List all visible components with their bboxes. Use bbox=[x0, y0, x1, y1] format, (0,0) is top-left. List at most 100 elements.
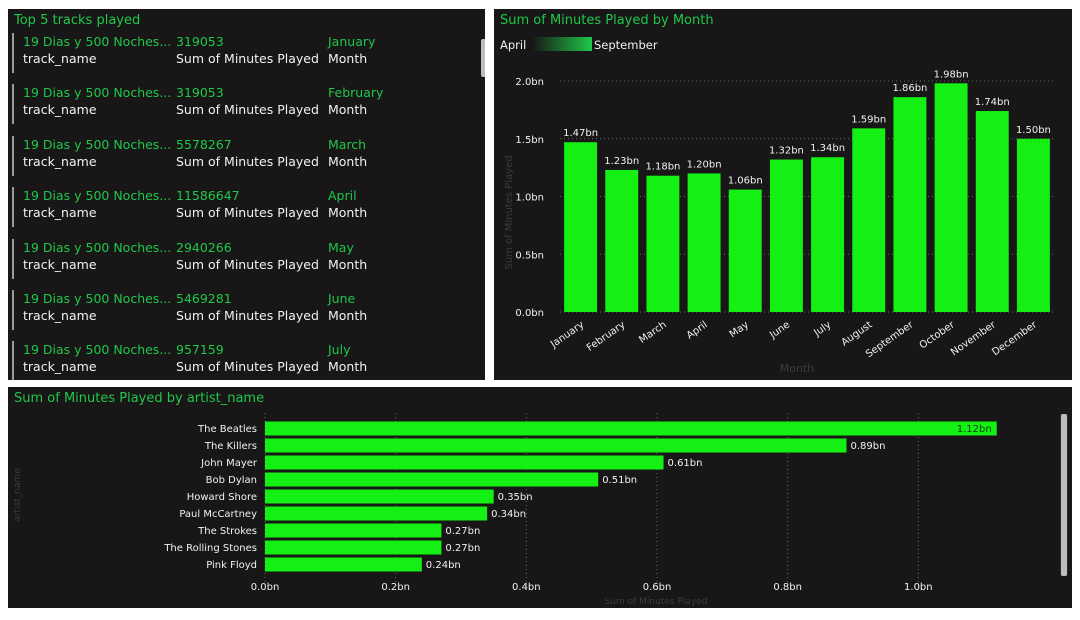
y-tick-label: Howard Shore bbox=[187, 492, 257, 503]
month-value: January bbox=[328, 34, 376, 49]
list-item[interactable]: 19 Dias y 500 Noches... 2940266 May track_n… bbox=[12, 237, 472, 288]
y-tick-label: Pink Floyd bbox=[206, 560, 257, 571]
x-tick-label: 0.0bn bbox=[251, 582, 280, 593]
y-tick-label: 2.0bn bbox=[515, 77, 544, 88]
bar bbox=[811, 157, 845, 312]
chart-title: Sum of Minutes Played by artist_name bbox=[14, 391, 265, 406]
y-axis-title: artist_name bbox=[13, 468, 23, 522]
panel-title: Top 5 tracks played bbox=[14, 13, 141, 28]
row-accent-bar bbox=[12, 238, 14, 279]
bar bbox=[852, 128, 886, 312]
x-axis-title: Sum of Minutes Played bbox=[605, 597, 708, 607]
bar bbox=[265, 455, 664, 470]
list-item[interactable]: 19 Dias y 500 Noches... 11586647 April trac… bbox=[12, 185, 472, 236]
list-item[interactable]: 19 Dias y 500 Noches... 957159 July track_n… bbox=[12, 339, 472, 380]
data-label: 1.12bn bbox=[957, 424, 992, 435]
track-name-label: track_name bbox=[23, 51, 97, 66]
y-axis-title: Sum of Minutes Played bbox=[504, 155, 515, 269]
month-label: Month bbox=[328, 256, 368, 272]
data-label: 1.50bn bbox=[1016, 125, 1051, 136]
month-value: February bbox=[328, 85, 384, 101]
track-name-value: 19 Dias y 500 Noches... bbox=[23, 34, 172, 49]
legend-label-end: September bbox=[594, 38, 658, 52]
bar bbox=[265, 540, 442, 555]
minutes-label: Sum of Minutes Played bbox=[176, 359, 319, 375]
track-name-label: track_name bbox=[23, 307, 97, 323]
minutes-label: Sum of Minutes Played bbox=[176, 51, 319, 66]
data-label: 1.34bn bbox=[810, 143, 845, 154]
bar bbox=[975, 111, 1009, 312]
minutes-value: 2940266 bbox=[176, 239, 232, 255]
data-label: 1.86bn bbox=[892, 83, 927, 94]
bar bbox=[934, 83, 968, 312]
x-tick-label: April bbox=[685, 319, 710, 341]
y-tick-label: 0.5bn bbox=[515, 250, 544, 261]
month-label: Month bbox=[328, 153, 368, 169]
x-axis-title: Month bbox=[780, 362, 815, 375]
month-label: Month bbox=[328, 205, 368, 221]
x-tick-label: 1.0bn bbox=[904, 582, 933, 593]
minutes-label: Sum of Minutes Played bbox=[176, 256, 319, 272]
data-label: 0.61bn bbox=[668, 458, 703, 469]
data-label: 0.89bn bbox=[850, 441, 885, 452]
x-tick-label: 0.6bn bbox=[643, 582, 672, 593]
data-label: 0.51bn bbox=[602, 475, 637, 486]
x-tick-label: August bbox=[839, 319, 874, 348]
list-item[interactable]: 19 Dias y 500 Noches... 5469281 June track_… bbox=[12, 288, 472, 339]
chart-title: Sum of Minutes Played by Month bbox=[500, 13, 714, 28]
track-name-label: track_name bbox=[23, 359, 97, 375]
minutes-value: 5469281 bbox=[176, 290, 232, 306]
y-tick-label: The Strokes bbox=[197, 526, 257, 537]
vertical-scrollbar[interactable] bbox=[481, 39, 485, 77]
row-accent-bar bbox=[12, 135, 14, 176]
y-tick-label: 0.0bn bbox=[515, 308, 544, 319]
minutes-label: Sum of Minutes Played bbox=[176, 102, 319, 118]
track-name-value: 19 Dias y 500 Noches... bbox=[23, 136, 172, 152]
bar bbox=[265, 438, 847, 453]
month-value: July bbox=[328, 342, 351, 358]
monthly-chart-panel: Sum of Minutes Played by Month April Sep… bbox=[494, 9, 1072, 380]
data-label: 1.23bn bbox=[604, 156, 639, 167]
bar bbox=[1016, 138, 1050, 312]
tracks-card-list[interactable]: 19 Dias y 500 Noches... 319053 January trac… bbox=[12, 31, 472, 380]
y-tick-label: The Killers bbox=[204, 441, 257, 452]
row-accent-bar bbox=[12, 187, 14, 228]
track-name-value: 19 Dias y 500 Noches... bbox=[23, 188, 172, 204]
month-label: Month bbox=[328, 359, 368, 375]
track-name-label: track_name bbox=[23, 256, 97, 272]
artist-chart[interactable]: 0.0bn 0.2bn 0.4bn 0.6bn 0.8bn 1.0bn The Beatle… bbox=[8, 387, 1072, 608]
minutes-label: Sum of Minutes Played bbox=[176, 153, 319, 169]
bar bbox=[687, 173, 721, 312]
list-item[interactable]: 19 Dias y 500 Noches... 319053 February tra… bbox=[12, 82, 472, 133]
bar bbox=[265, 489, 494, 504]
data-label: 1.47bn bbox=[563, 128, 598, 139]
data-label: 0.34bn bbox=[491, 509, 526, 520]
y-tick-label: The Rolling Stones bbox=[163, 543, 257, 554]
bar bbox=[769, 159, 803, 312]
legend-label-start: April bbox=[500, 38, 527, 52]
x-tick-label: July bbox=[811, 319, 833, 339]
bar bbox=[265, 421, 997, 436]
x-tick-label: June bbox=[767, 319, 792, 341]
x-tick-label: January bbox=[548, 319, 586, 350]
x-tick-label: May bbox=[728, 319, 751, 340]
bar bbox=[893, 97, 927, 312]
month-value: May bbox=[328, 239, 354, 255]
month-label: Month bbox=[328, 102, 368, 118]
bar bbox=[728, 189, 762, 312]
bar bbox=[265, 557, 422, 572]
row-accent-bar bbox=[12, 84, 14, 125]
track-name-value: 19 Dias y 500 Noches... bbox=[23, 239, 172, 255]
monthly-chart[interactable]: 0.0bn 0.5bn 1.0bn 1.5bn 2.0bn 1.47bn January 1.… bbox=[494, 9, 1072, 380]
list-item[interactable]: 19 Dias y 500 Noches... 319053 January trac… bbox=[12, 31, 472, 82]
minutes-label: Sum of Minutes Played bbox=[176, 307, 319, 323]
data-label: 1.18bn bbox=[645, 162, 680, 173]
vertical-scrollbar[interactable] bbox=[1061, 414, 1067, 576]
track-name-value: 19 Dias y 500 Noches... bbox=[23, 85, 172, 101]
x-tick-label: 0.4bn bbox=[512, 582, 541, 593]
data-label: 1.06bn bbox=[728, 176, 763, 187]
list-item[interactable]: 19 Dias y 500 Noches... 5578267 March track… bbox=[12, 134, 472, 185]
y-tick-label: John Mayer bbox=[200, 458, 258, 469]
x-tick-label: February bbox=[585, 319, 628, 353]
bar bbox=[646, 175, 680, 312]
